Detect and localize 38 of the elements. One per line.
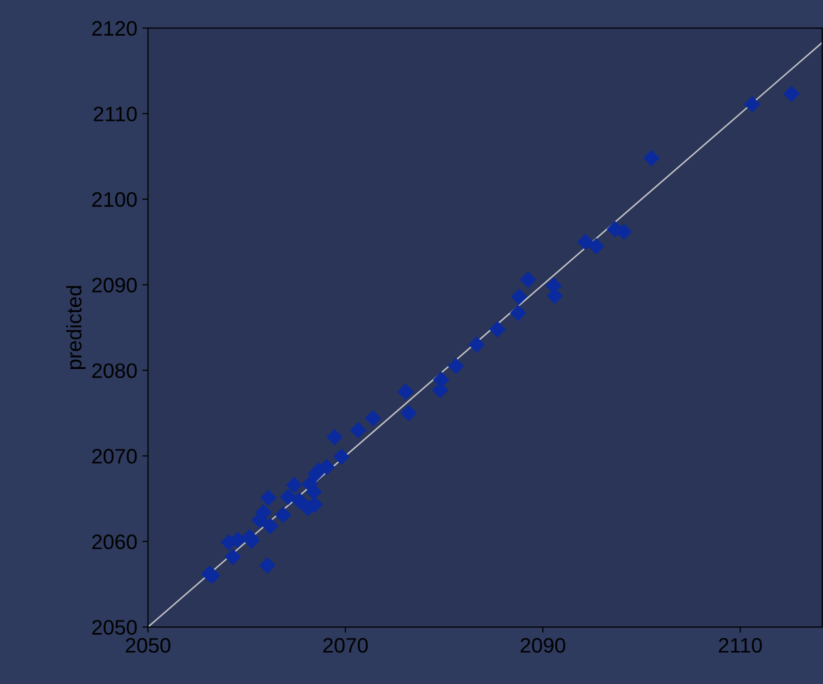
y-tick-label: 2070 <box>92 448 137 464</box>
point <box>783 86 800 102</box>
point <box>280 488 296 506</box>
point <box>468 336 485 353</box>
point <box>744 96 760 112</box>
point <box>259 557 276 574</box>
x-tick-label: 2050 <box>126 638 170 653</box>
point <box>520 271 536 288</box>
point <box>400 404 417 422</box>
x-tick-label: 2070 <box>323 638 368 653</box>
x-tick-label: 2090 <box>520 638 566 653</box>
point <box>224 548 242 566</box>
y-tick-label: 2090 <box>92 278 137 293</box>
point <box>274 506 292 524</box>
point <box>286 476 302 494</box>
point <box>290 492 308 509</box>
point <box>510 304 526 322</box>
y-tick-label: 2120 <box>92 21 137 36</box>
point <box>364 410 382 426</box>
point <box>397 383 414 400</box>
y-tick-label: 2110 <box>94 106 137 122</box>
y-axis-title: predicted <box>66 286 86 370</box>
point <box>588 238 604 254</box>
point <box>448 358 464 374</box>
point <box>260 490 277 506</box>
point <box>333 448 350 465</box>
x-tick-label: 2110 <box>718 638 762 653</box>
point <box>489 321 506 338</box>
point <box>510 288 528 305</box>
point <box>350 422 366 438</box>
point <box>326 428 343 446</box>
y-tick-label: 2100 <box>92 192 137 207</box>
point <box>262 518 279 534</box>
y-tick-label: 2080 <box>92 363 137 378</box>
point <box>643 150 660 166</box>
point <box>577 234 594 250</box>
y-tick-label: 2060 <box>92 534 137 550</box>
y-tick-label: 2050 <box>92 620 137 635</box>
